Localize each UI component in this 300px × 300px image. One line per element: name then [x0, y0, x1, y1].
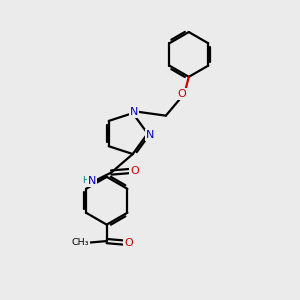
- Text: N: N: [130, 107, 138, 117]
- Text: N: N: [146, 130, 154, 140]
- Text: CH₃: CH₃: [72, 238, 89, 247]
- Text: O: O: [124, 238, 133, 248]
- Text: O: O: [178, 89, 187, 99]
- Text: N: N: [88, 176, 96, 186]
- Text: O: O: [130, 166, 139, 176]
- Text: H: H: [82, 176, 89, 185]
